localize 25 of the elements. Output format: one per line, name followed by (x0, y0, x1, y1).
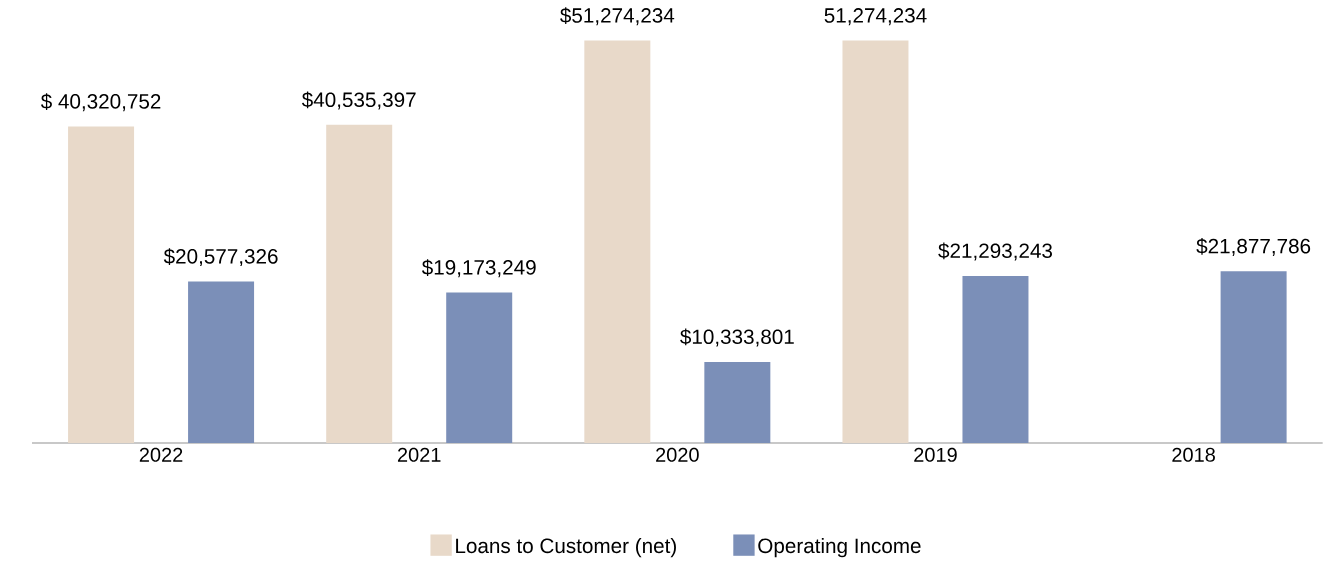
bar (704, 361, 771, 443)
bar (446, 292, 513, 443)
data-label: $21,293,243 (938, 242, 1052, 261)
data-label: $10,333,801 (680, 328, 794, 347)
data-label: $40,535,397 (301, 91, 416, 110)
bar (842, 40, 909, 443)
bar (584, 40, 651, 443)
bar (962, 275, 1029, 443)
x-tick-label: 2019 (914, 447, 957, 462)
bar (1220, 271, 1287, 443)
data-label: $20,577,326 (163, 248, 278, 267)
bar (188, 281, 255, 443)
legend-label: Operating Income (758, 537, 921, 558)
x-tick-label: 2021 (397, 447, 441, 462)
data-label: $51,274,234 (560, 7, 675, 26)
data-label: $ 40,320,752 (40, 93, 161, 112)
legend-label: Loans to Customer (net) (456, 537, 676, 558)
bar (326, 124, 393, 443)
x-tick-label: 2020 (656, 447, 699, 462)
data-label: 51,274,234 (824, 8, 927, 26)
data-label: $19,173,249 (421, 259, 536, 278)
x-tick-label: 2022 (139, 447, 183, 462)
x-tick-label: 2018 (1172, 447, 1215, 462)
data-label: $21,877,786 (1196, 237, 1311, 256)
bar (68, 126, 135, 443)
